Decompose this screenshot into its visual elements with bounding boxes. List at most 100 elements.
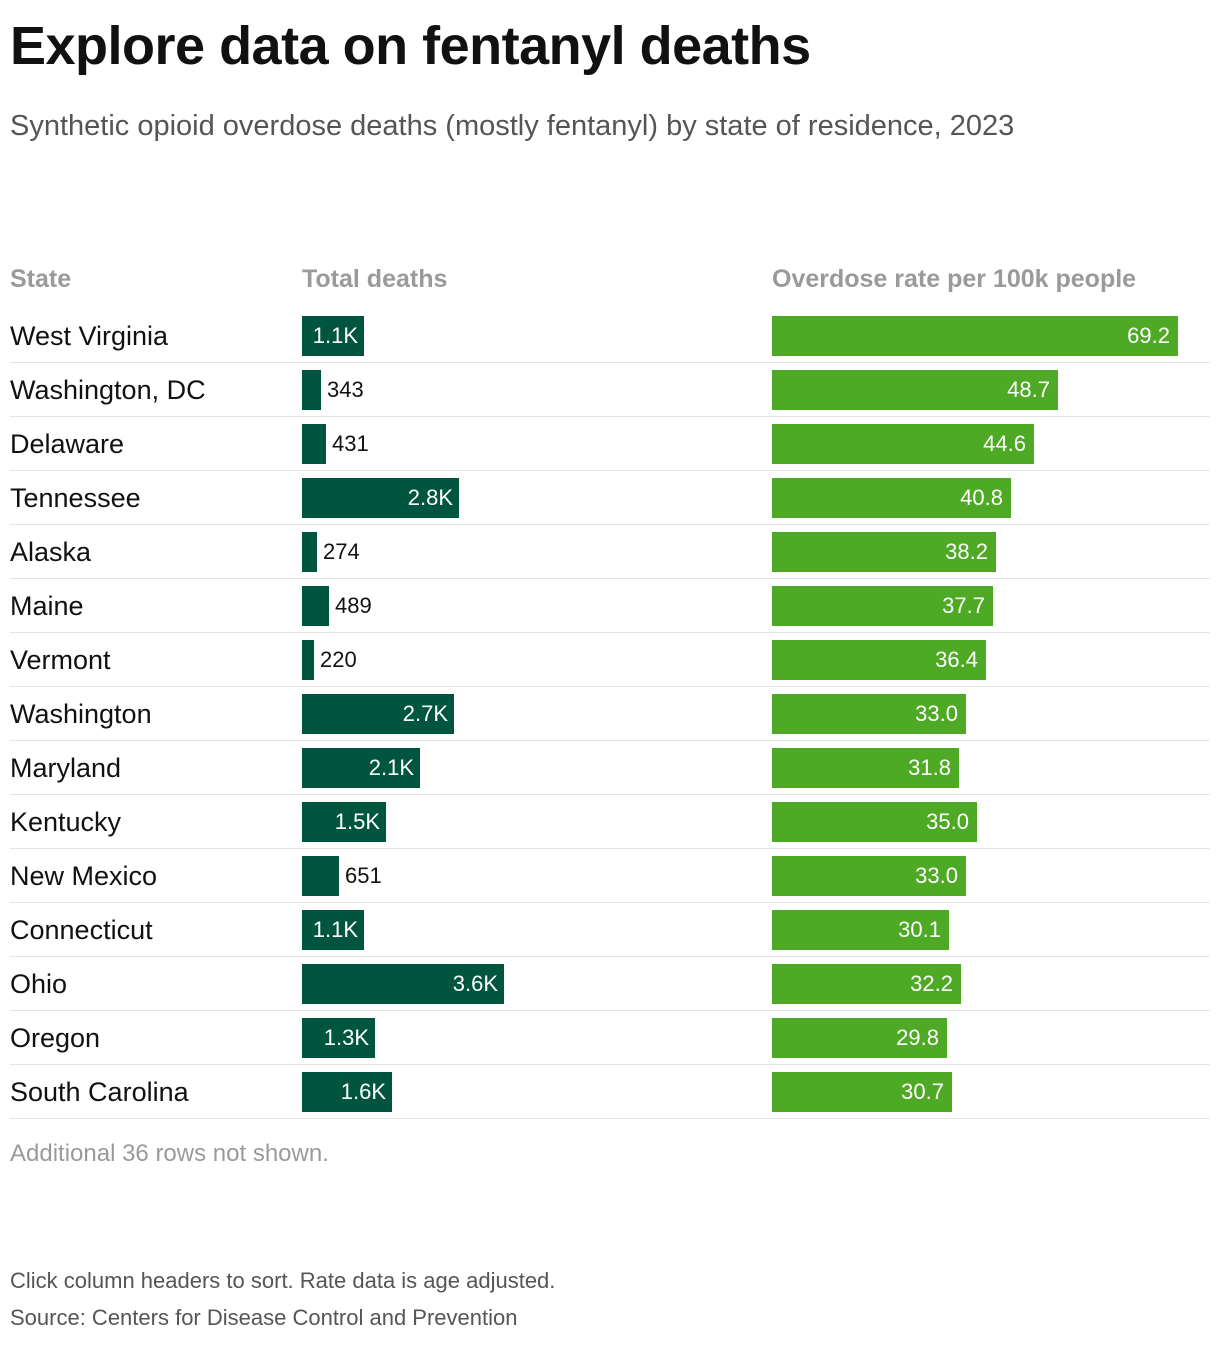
row-divider — [10, 524, 1210, 525]
row-divider — [10, 1064, 1210, 1065]
row-divider — [10, 740, 1210, 741]
rate-value-label: 33.0 — [915, 701, 958, 726]
table-row: Alaska 274 38.2 — [0, 525, 1220, 579]
rate-value-label: 40.8 — [960, 485, 1003, 510]
rate-bar — [772, 316, 1178, 356]
page-title: Explore data on fentanyl deaths — [10, 16, 811, 76]
table-row: Vermont 220 36.4 — [0, 633, 1220, 687]
state-name: Washington — [10, 699, 152, 729]
deaths-value-label: 489 — [335, 593, 372, 618]
deaths-value-label: 1.5K — [334, 809, 380, 834]
deaths-bar — [302, 640, 314, 680]
state-name: Delaware — [10, 429, 125, 459]
deaths-bar — [302, 316, 364, 356]
row-divider — [10, 902, 1210, 903]
table-row: Delaware 431 44.6 — [0, 417, 1220, 471]
rate-bar — [772, 748, 959, 788]
deaths-bar — [302, 478, 459, 518]
state-name: Washington, DC — [10, 375, 206, 405]
deaths-bar — [302, 910, 364, 950]
rate-value-label: 44.6 — [983, 431, 1026, 456]
deaths-value-label: 2.7K — [402, 701, 448, 726]
table-row: Kentucky 1.5K 35.0 — [0, 795, 1220, 849]
row-divider — [10, 848, 1210, 849]
column-header-state[interactable]: State — [10, 265, 72, 293]
deaths-value-label: 1.3K — [323, 1025, 369, 1050]
state-name: Connecticut — [10, 915, 153, 945]
rate-value-label: 31.8 — [908, 755, 951, 780]
rate-value-label: 36.4 — [935, 647, 978, 672]
rate-bar — [772, 910, 949, 950]
deaths-bar — [302, 964, 504, 1004]
row-divider — [10, 1010, 1210, 1011]
rate-value-label: 33.0 — [915, 863, 958, 888]
column-header-overdose-rate[interactable]: Overdose rate per 100k people — [772, 265, 1137, 293]
rate-value-label: 38.2 — [945, 539, 988, 564]
deaths-bar — [302, 802, 386, 842]
chart-subtitle: Synthetic opioid overdose deaths (mostly… — [10, 110, 1015, 142]
table-row: New Mexico 651 33.0 — [0, 849, 1220, 903]
state-name: West Virginia — [10, 321, 169, 351]
state-name: Ohio — [10, 969, 68, 999]
deaths-bar — [302, 586, 329, 626]
deaths-value-label: 1.1K — [312, 917, 358, 942]
row-divider — [10, 956, 1210, 957]
table-row: Ohio 3.6K 32.2 — [0, 957, 1220, 1011]
rate-value-label: 30.7 — [901, 1079, 944, 1104]
more-rows-note: Additional 36 rows not shown. — [10, 1140, 329, 1167]
row-divider — [10, 362, 1210, 363]
deaths-value-label: 2.1K — [368, 755, 414, 780]
row-divider — [10, 578, 1210, 579]
state-name: Oregon — [10, 1023, 101, 1053]
state-name: Alaska — [10, 537, 92, 567]
deaths-value-label: 1.1K — [312, 323, 358, 348]
state-name: South Carolina — [10, 1077, 189, 1107]
state-name: Maryland — [10, 753, 122, 783]
deaths-value-label: 220 — [320, 647, 357, 672]
deaths-value-label: 651 — [345, 863, 382, 888]
row-divider — [10, 470, 1210, 471]
table-row: West Virginia 1.1K 69.2 — [0, 309, 1220, 363]
state-name: Tennessee — [10, 483, 141, 513]
deaths-bar — [302, 856, 339, 896]
table-row: Maryland 2.1K 31.8 — [0, 741, 1220, 795]
rate-value-label: 32.2 — [910, 971, 953, 996]
rate-value-label: 69.2 — [1127, 323, 1170, 348]
column-header-total-deaths[interactable]: Total deaths — [302, 265, 448, 293]
rate-bar — [772, 694, 966, 734]
table-row: Connecticut 1.1K 30.1 — [0, 903, 1220, 957]
deaths-value-label: 2.8K — [407, 485, 453, 510]
rate-bar — [772, 856, 966, 896]
source-credit: Source: Centers for Disease Control and … — [10, 1305, 518, 1330]
rate-value-label: 35.0 — [926, 809, 969, 834]
rate-bar — [772, 964, 961, 1004]
rate-bar — [772, 478, 1011, 518]
rate-bar — [772, 586, 993, 626]
deaths-bar — [302, 424, 326, 464]
deaths-bar — [302, 748, 420, 788]
rate-bar — [772, 370, 1058, 410]
table-row: Tennessee 2.8K 40.8 — [0, 471, 1220, 525]
state-name: Vermont — [10, 645, 111, 675]
table-body: West Virginia 1.1K 69.2 Washington, DC 343 48… — [0, 309, 1220, 1119]
deaths-value-label: 1.6K — [340, 1079, 386, 1104]
state-name: Kentucky — [10, 807, 122, 837]
table-row: South Carolina 1.6K 30.7 — [0, 1065, 1220, 1119]
table-row: Washington, DC 343 48.7 — [0, 363, 1220, 417]
table-row: Washington 2.7K 33.0 — [0, 687, 1220, 741]
rate-bar — [772, 802, 977, 842]
state-name: New Mexico — [10, 861, 158, 891]
rate-value-label: 30.1 — [898, 917, 941, 942]
row-divider — [10, 794, 1210, 795]
rate-bar — [772, 640, 986, 680]
rate-bar — [772, 1018, 947, 1058]
deaths-bar — [302, 532, 317, 572]
rate-bar — [772, 1072, 952, 1112]
deaths-bar — [302, 370, 321, 410]
row-divider — [10, 1118, 1210, 1119]
deaths-value-label: 431 — [332, 431, 369, 456]
row-divider — [10, 416, 1210, 417]
row-divider — [10, 632, 1210, 633]
deaths-bar — [302, 694, 454, 734]
rate-value-label: 29.8 — [896, 1025, 939, 1050]
